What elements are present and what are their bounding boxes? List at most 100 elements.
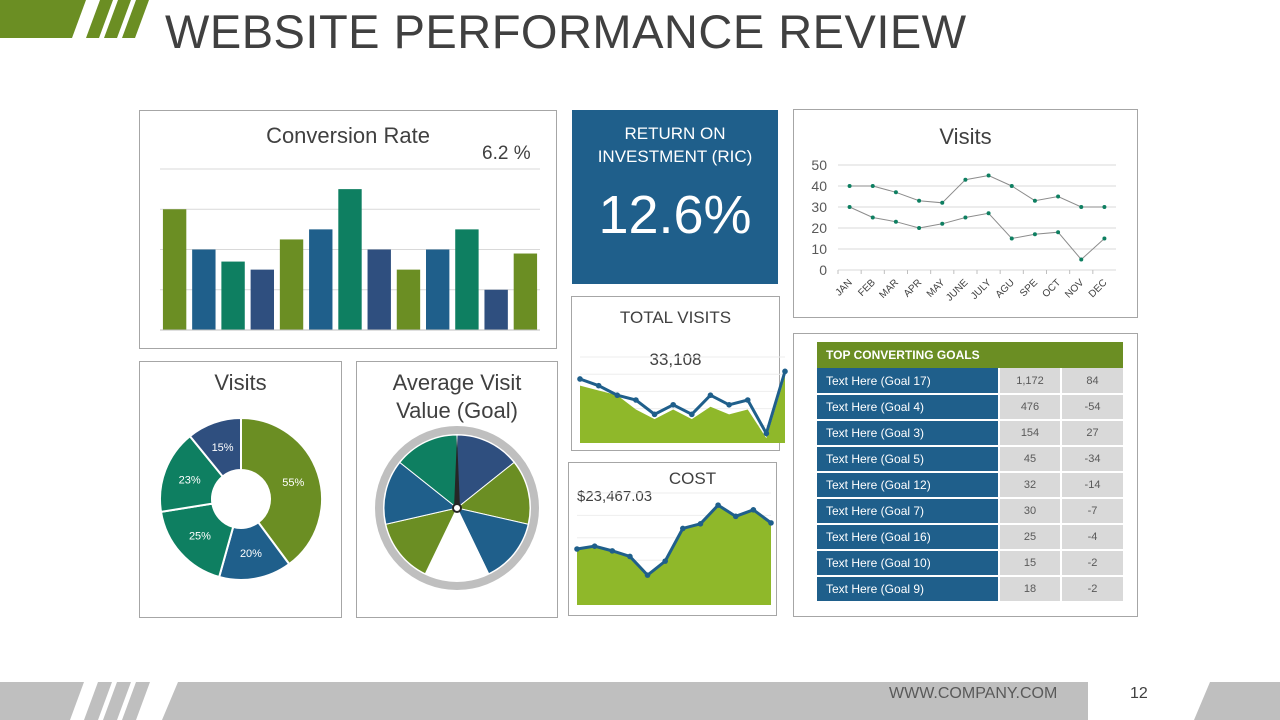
goal-change: 84 [1060, 368, 1123, 395]
gauge-sector [456, 434, 515, 510]
goal-change: -2 [1060, 576, 1123, 603]
y-tick-label: 40 [811, 178, 827, 194]
data-point [963, 177, 968, 182]
data-point [870, 184, 875, 188]
bar [338, 189, 362, 330]
data-point [847, 184, 852, 188]
data-point [1102, 205, 1107, 209]
bar [367, 249, 391, 330]
visits-donut-title: Visits [214, 370, 267, 395]
y-tick-label: 0 [819, 262, 827, 278]
slice-label: 20% [240, 548, 262, 560]
bar [192, 249, 216, 330]
data-point [1032, 198, 1037, 203]
goal-label: Text Here (Goal 10) [817, 550, 999, 577]
y-tick-label: 50 [811, 157, 827, 173]
goal-label: Text Here (Goal 7) [817, 498, 999, 525]
x-tick-label: AGU [994, 277, 1017, 300]
data-point [732, 513, 739, 520]
goal-value: 45 [998, 446, 1061, 473]
data-point [662, 558, 668, 564]
data-point [963, 215, 968, 220]
data-point [750, 507, 757, 513]
bar [396, 269, 421, 330]
footer-shapes [0, 682, 1280, 720]
bar [426, 249, 450, 330]
goal-label: Text Here (Goal 3) [817, 420, 999, 447]
data-point [574, 546, 580, 552]
visits-donut-panel: Visits 55% 20% 25% 23% 15% [139, 361, 342, 618]
roi-value: 12.6% [598, 185, 752, 245]
donut-slice [240, 416, 323, 566]
x-tick-label: OCT [1040, 277, 1063, 300]
visits-donut-chart: 55% 20% 25% 23% 15% [159, 416, 323, 581]
goal-change: -34 [1060, 446, 1123, 473]
data-point [633, 397, 639, 403]
data-point [595, 382, 602, 389]
goal-change: 27 [1060, 420, 1123, 447]
goal-value: 18 [998, 576, 1061, 603]
goal-value: 154 [998, 420, 1061, 447]
gauge-sector [385, 507, 458, 575]
gauge-needle [454, 436, 460, 508]
data-point [1102, 236, 1107, 241]
y-tick-label: 30 [811, 199, 827, 215]
goal-change: -54 [1060, 394, 1123, 421]
goal-value: 32 [998, 472, 1061, 499]
roi-title-line1: RETURN ON [624, 124, 726, 143]
data-point [986, 173, 991, 178]
avg-visit-gauge [375, 426, 539, 590]
slice-label: 23% [179, 474, 201, 486]
data-point [1056, 194, 1061, 199]
data-point [644, 572, 651, 578]
donut-slice [159, 502, 235, 579]
data-point [1056, 230, 1061, 235]
data-point [591, 543, 598, 549]
bar [484, 289, 508, 330]
table-row: Text Here (Goal 7) 30 -7 [817, 498, 1123, 525]
goal-value: 1,172 [998, 368, 1061, 395]
data-point [689, 411, 695, 418]
page-number: 12 [1130, 685, 1148, 702]
data-point [1009, 236, 1014, 241]
avg-visit-title-line1: Average Visit [392, 370, 522, 395]
slice-label: 15% [212, 442, 234, 454]
series-line [576, 503, 772, 578]
area-fill [580, 376, 785, 443]
avg-visit-panel: Average Visit Value (Goal) [356, 361, 558, 618]
data-point [870, 215, 875, 220]
bar [455, 229, 479, 330]
bar [279, 239, 304, 330]
data-point [768, 520, 774, 526]
gauge-sector [399, 434, 458, 510]
avg-visit-title-line2: Value (Goal) [396, 398, 518, 423]
donut-slice [159, 434, 225, 513]
table-row: Text Here (Goal 3) 154 27 [817, 420, 1123, 447]
table-row: Text Here (Goal 4) 476 -54 [817, 394, 1123, 421]
cost-value: $23,467.03 [577, 488, 653, 505]
conversion-rate-title: Conversion Rate [266, 123, 430, 148]
gauge-sector [455, 461, 531, 525]
data-point [893, 190, 898, 195]
data-point [1009, 184, 1014, 188]
slice-label: 25% [189, 531, 211, 543]
data-point [726, 401, 732, 408]
roi-title-line2: INVESTMENT (RIC) [597, 147, 753, 166]
data-point [651, 411, 658, 418]
data-point [697, 521, 704, 527]
footer-bar [0, 682, 1280, 720]
footer-url[interactable]: WWW.COMPANY.COM [889, 685, 1058, 702]
total-visits-value: 33,108 [649, 350, 702, 369]
cost-panel: COST $23,467.03 [568, 462, 777, 616]
cost-title: COST [668, 469, 717, 488]
x-tick-label: JULY [969, 277, 994, 302]
table-row: Text Here (Goal 10) 15 -2 [817, 550, 1123, 577]
goals-table-header: TOP CONVERTING GOALS [817, 342, 1123, 368]
data-point [744, 397, 751, 403]
table-row: Text Here (Goal 12) 32 -14 [817, 472, 1123, 499]
data-point [893, 219, 898, 224]
data-point [707, 392, 714, 399]
goal-value: 25 [998, 524, 1061, 551]
series-line [579, 370, 787, 438]
gauge-hub [452, 503, 462, 513]
